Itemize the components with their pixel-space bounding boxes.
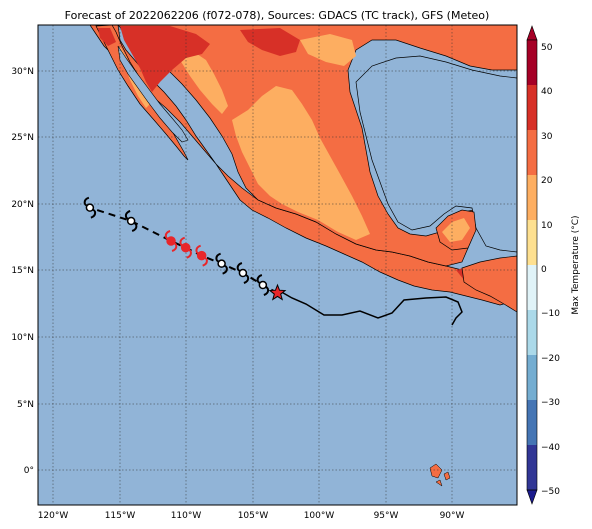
lat-tick-labels: 30°N 25°N 20°N 15°N 10°N 5°N 0° bbox=[11, 67, 34, 476]
lon-tick: 95°W bbox=[374, 511, 399, 521]
lon-tick: 90°W bbox=[440, 511, 465, 521]
region-hot-sonora bbox=[120, 26, 210, 92]
colorbar-segment bbox=[527, 265, 537, 311]
current-position-star bbox=[268, 283, 287, 301]
region-hot-baja bbox=[98, 28, 116, 46]
colorbar-top-arrow bbox=[526, 25, 538, 41]
lat-tick: 10°N bbox=[11, 333, 34, 343]
lat-tick: 5°N bbox=[17, 400, 34, 410]
colorbar-tick: −20 bbox=[541, 354, 560, 364]
colorbar-segment bbox=[527, 400, 537, 446]
lon-tick: 115°W bbox=[105, 511, 136, 521]
storm-marker bbox=[124, 210, 138, 232]
colorbar-tick: 20 bbox=[541, 176, 553, 186]
map-panel bbox=[38, 25, 517, 505]
colorbar-tick: −40 bbox=[541, 443, 560, 453]
colorbar-segment bbox=[527, 40, 537, 86]
colorbar-segment bbox=[527, 175, 537, 221]
colorbar-outline bbox=[526, 39, 538, 491]
past-track bbox=[277, 289, 463, 326]
colorbar-tick: 50 bbox=[541, 43, 553, 53]
colorbar-tick: 30 bbox=[541, 132, 553, 142]
lon-tick-labels: 120°W 115°W 110°W 105°W 100°W 95°W 90°W bbox=[38, 511, 465, 521]
colorbar-segment bbox=[527, 220, 537, 266]
lon-tick: 110°W bbox=[171, 511, 202, 521]
region-yucatan-cool bbox=[442, 218, 470, 242]
storm-marker bbox=[83, 196, 97, 219]
gulf-of-california bbox=[117, 45, 189, 143]
colorbar-label: Max Temperature (°C) bbox=[571, 215, 581, 314]
colorbar-bottom-arrow bbox=[526, 489, 538, 505]
land-galapagos bbox=[429, 463, 451, 487]
storm-marker bbox=[236, 262, 250, 284]
map-border bbox=[37, 24, 518, 506]
colorbar-segment bbox=[527, 85, 537, 131]
region-plateau-north bbox=[180, 52, 228, 114]
lat-tick: 25°N bbox=[11, 133, 34, 143]
colorbar: 50 40 30 20 10 0 −10 −20 −30 −40 −50 Max… bbox=[526, 25, 581, 505]
storm-marker bbox=[256, 274, 270, 296]
colorbar-segment bbox=[527, 310, 537, 356]
region-hot-north bbox=[240, 28, 300, 56]
map-title: Forecast of 2022062206 (f072-078), Sourc… bbox=[65, 9, 490, 22]
colorbar-tick: 40 bbox=[541, 87, 553, 97]
lat-tick: 30°N bbox=[11, 67, 34, 77]
colorbar-tick: −50 bbox=[541, 487, 560, 497]
colorbar-segment bbox=[527, 445, 537, 491]
colorbar-tick: −10 bbox=[541, 309, 560, 319]
colorbar-ticks: 50 40 30 20 10 0 −10 −20 −30 −40 −50 bbox=[541, 43, 560, 497]
colorbar-tick: −30 bbox=[541, 398, 560, 408]
lon-tick: 120°W bbox=[38, 511, 69, 521]
hurricane-marker bbox=[164, 230, 178, 252]
lon-tick: 105°W bbox=[238, 511, 269, 521]
hurricane-marker bbox=[179, 236, 192, 259]
storm-marker bbox=[215, 252, 228, 275]
forecast-track bbox=[83, 196, 287, 301]
lat-tick: 20°N bbox=[11, 200, 34, 210]
hurricane-marker bbox=[195, 244, 208, 267]
colorbar-segments bbox=[527, 40, 537, 491]
colorbar-tick: 0 bbox=[541, 265, 547, 275]
gridlines bbox=[38, 25, 517, 505]
colorbar-tick: 10 bbox=[541, 221, 553, 231]
lat-tick: 0° bbox=[24, 466, 34, 476]
colorbar-segment bbox=[527, 130, 537, 176]
region-texas-cool bbox=[300, 34, 356, 66]
region-plateau bbox=[232, 86, 370, 240]
lat-tick: 15°N bbox=[11, 266, 34, 276]
colorbar-segment bbox=[527, 355, 537, 401]
lon-tick: 100°W bbox=[304, 511, 335, 521]
